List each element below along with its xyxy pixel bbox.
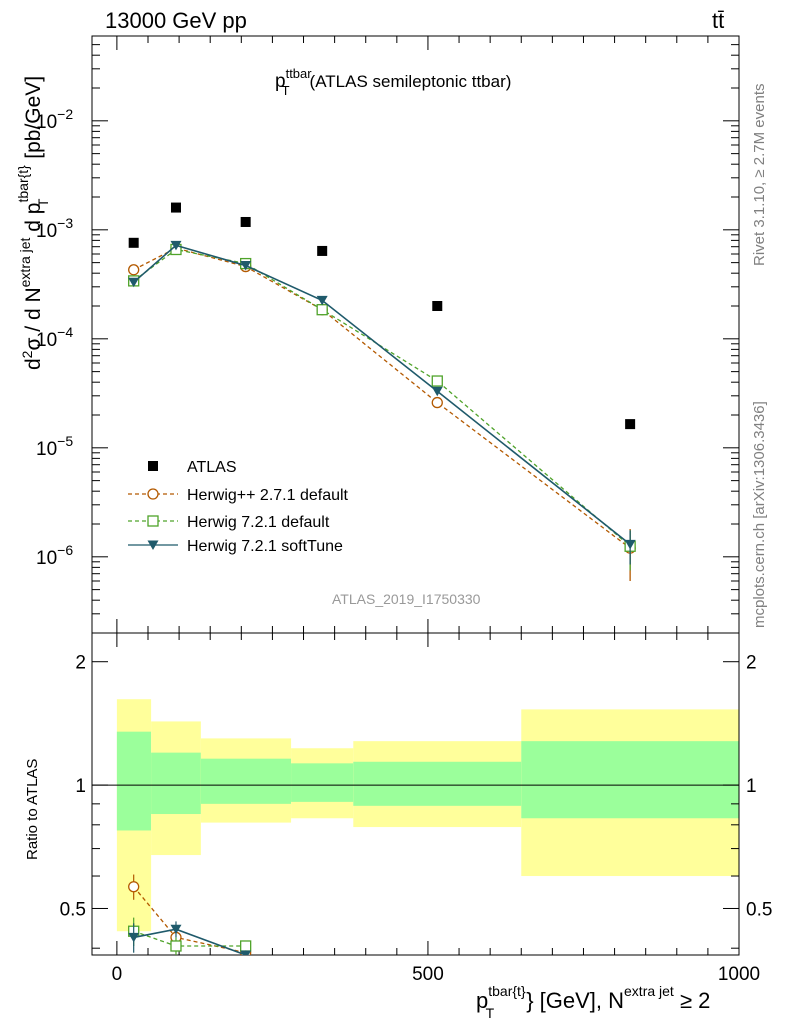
ratio-y-tick-label-right: 2 — [746, 653, 757, 674]
ratio-data-point — [240, 940, 252, 952]
ratio-y-tick-label: 1 — [75, 776, 86, 797]
y-tick-label: 10−4 — [36, 324, 73, 351]
main-plot-data — [128, 202, 636, 581]
ratio-data-point — [128, 881, 140, 893]
energy-label: 13000 GeV pp — [105, 8, 247, 33]
inner-uncertainty-band — [291, 763, 354, 802]
axis-ticks — [92, 35, 740, 955]
legend-label: Herwig 7.2.1 default — [187, 514, 330, 531]
ratio-data-point — [170, 924, 182, 935]
ratio-y-tick-label-right: 1 — [746, 776, 757, 797]
ratio-series-line — [133, 928, 246, 955]
ratio-plot-data — [128, 874, 252, 955]
ratio-y-tick-label: 2 — [75, 653, 86, 674]
y-tick-label: 10−6 — [36, 542, 73, 569]
ratio-data-point — [128, 932, 140, 943]
inner-uncertainty-band — [521, 741, 739, 819]
x-axis-label: ptbar{t} T} [GeV], Nextra jet ≥ 2 — [476, 983, 710, 1021]
legend-label: Herwig++ 2.7.1 default — [187, 487, 349, 504]
y-tick-label: 10−2 — [36, 106, 73, 133]
series-line — [133, 248, 631, 547]
legend-marker — [147, 488, 159, 500]
inner-uncertainty-band — [116, 731, 152, 831]
legend-marker — [148, 461, 158, 471]
legend-marker — [147, 540, 159, 550]
ratio-plot-frame — [91, 632, 740, 956]
analysis-watermark: ATLAS_2019_I1750330 — [332, 591, 481, 607]
data-point — [317, 245, 328, 256]
rivet-label: Rivet 3.1.10, ≥ 2.7M events — [751, 84, 768, 267]
legend-marker — [147, 515, 159, 527]
inner-uncertainty-band — [200, 758, 292, 804]
series-line — [133, 247, 631, 549]
x-tick-label: 1000 — [718, 964, 760, 985]
data-point — [128, 237, 139, 248]
ratio-y-tick-label-right: 0.5 — [746, 899, 772, 920]
plot-title: pttbar T (ATLAS semileptonic ttbar) — [275, 66, 511, 98]
data-point — [128, 277, 140, 288]
series-line — [133, 244, 631, 546]
data-point — [624, 539, 636, 550]
ratio-data-point — [170, 940, 182, 952]
inner-uncertainty-band — [353, 761, 522, 806]
x-tick-label: 0 — [112, 964, 123, 985]
data-point — [316, 304, 328, 316]
legend-label: ATLAS — [187, 459, 237, 476]
axis-tick-labels: 0 500 1000 10−6 10−5 10−4 10−3 10−2 0.5 0.5 1 1 2 2 — [36, 106, 772, 985]
inner-uncertainty-band — [151, 752, 201, 815]
ratio-y-tick-label: 0.5 — [60, 899, 86, 920]
mcplots-label: mcplots.cern.ch [arXiv:1306.3436] — [751, 401, 768, 628]
ratio-data-point — [240, 950, 252, 955]
data-point — [128, 264, 140, 276]
data-point — [431, 396, 443, 409]
data-point — [170, 240, 182, 251]
legend: ATLAS Herwig++ 2.7.1 default Herwig 7.2.1 … — [128, 459, 349, 555]
y-tick-label: 10−5 — [36, 433, 73, 460]
x-tick-label: 500 — [412, 964, 444, 985]
y-tick-label: 10−3 — [36, 215, 73, 242]
data-point — [431, 375, 443, 387]
ratio-y-axis-label: Ratio to ATLAS — [24, 759, 41, 860]
data-point — [316, 295, 328, 306]
data-point — [240, 261, 252, 271]
data-point — [625, 419, 636, 430]
main-y-axis-label: d2σ / d Nextra jet d ptbar{t}T [pb/GeV] — [15, 76, 51, 370]
data-point — [240, 216, 251, 227]
data-point — [170, 202, 181, 213]
ratio-uncertainty-bands — [116, 699, 739, 932]
process-label: tt̄ — [712, 8, 724, 33]
legend-label: Herwig 7.2.1 softTune — [187, 538, 343, 555]
data-point — [432, 301, 443, 312]
data-point — [431, 386, 443, 397]
